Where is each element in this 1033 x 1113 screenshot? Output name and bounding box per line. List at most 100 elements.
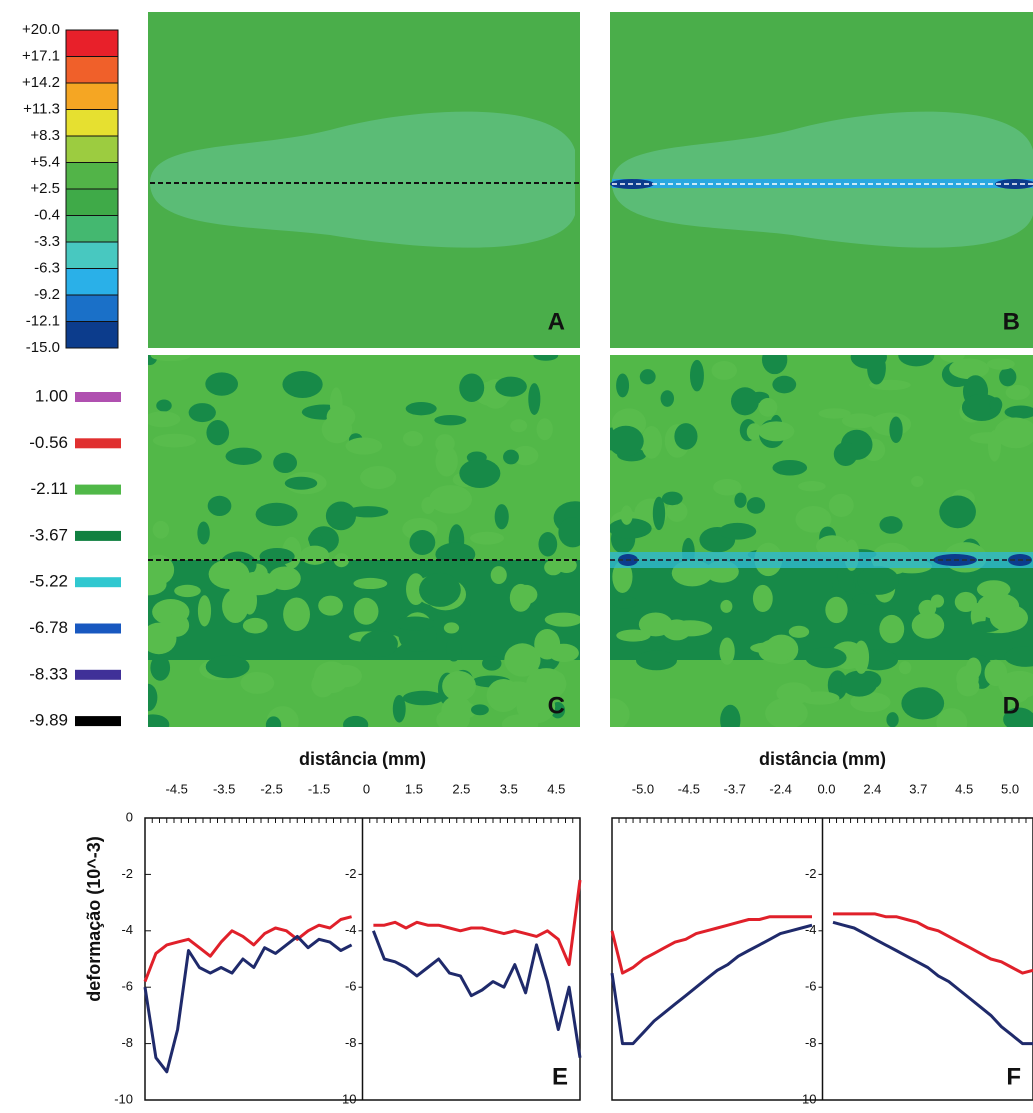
map-blotch (329, 387, 343, 420)
x-tick-label: -5.0 (632, 781, 654, 796)
y-tick-label: -6 (121, 979, 133, 994)
map-blotch (482, 655, 502, 671)
map-blotch (719, 637, 735, 665)
map-blotch (353, 597, 379, 625)
map-blotch (229, 584, 256, 595)
map-blotch (611, 596, 638, 609)
map-blotch (641, 426, 663, 459)
y-tick-label: -10 (338, 1091, 357, 1106)
map-blotch (174, 584, 201, 598)
map-blotch (911, 476, 924, 488)
map-blotch (711, 360, 737, 380)
colorbar-swatch (65, 188, 119, 216)
map-blotch (402, 690, 444, 706)
map-blotch (259, 548, 295, 565)
map-blotch (999, 367, 1017, 387)
map-blotch (394, 616, 436, 631)
map-blotch (639, 369, 656, 385)
map-blotch (300, 545, 330, 565)
map-blotch (788, 625, 810, 638)
map-c (148, 355, 580, 727)
panel-label: B (1003, 308, 1020, 335)
map-blotch (197, 595, 212, 627)
map-blotch (435, 445, 458, 477)
map-blotch (150, 355, 191, 362)
colorbar-label: +8.3 (30, 127, 60, 144)
map-blotch (148, 714, 170, 727)
x-tick-label: -2.4 (769, 781, 791, 796)
y-tick-label: -8 (805, 1035, 817, 1050)
colorbar-label: -9.2 (34, 286, 60, 303)
map-blotch (240, 671, 275, 694)
map-blotch (148, 683, 158, 712)
map-blotch (429, 485, 473, 514)
map-blotch (879, 614, 905, 644)
colorbar-swatch (65, 82, 119, 110)
map-blotch (720, 599, 733, 613)
map-blotch (205, 372, 239, 396)
colorbar-swatch (65, 294, 119, 322)
colorbar-swatch (65, 109, 119, 137)
x-tick-label: -3.5 (213, 781, 235, 796)
x-tick-label: -1.5 (308, 781, 330, 796)
y-tick-label: -10 (114, 1091, 133, 1106)
map-blotch (490, 566, 507, 585)
map-blotch (898, 661, 912, 675)
map-blotch (620, 505, 633, 525)
map-blotch (610, 518, 652, 539)
map-blotch (347, 506, 389, 518)
map-blotch (445, 636, 462, 662)
map-blotch (163, 613, 190, 637)
map-blotch (205, 655, 250, 679)
colorbar-swatch (65, 241, 119, 269)
colorbar-label: -15.0 (26, 339, 60, 356)
colorbar-label: +14.2 (22, 74, 60, 91)
map-blotch (730, 387, 759, 416)
map-blotch (360, 465, 397, 490)
map-blotch (989, 604, 1029, 632)
map-blotch (405, 402, 437, 416)
map-blotch (392, 694, 406, 723)
map-blotch (1001, 678, 1031, 704)
map-blotch (459, 458, 501, 488)
strain-lobe (150, 111, 575, 248)
map-blotch (818, 408, 851, 419)
map-blotch (816, 535, 849, 558)
colorbar-swatch (65, 162, 119, 190)
legend-label: -5.22 (29, 572, 68, 591)
map-blotch (833, 442, 858, 466)
map-blotch (746, 497, 766, 514)
map-b (610, 12, 1033, 348)
colorbar-label: -3.3 (34, 233, 60, 250)
map-blotch (548, 643, 579, 663)
map-blotch (544, 612, 580, 627)
y-tick-label: -2 (121, 866, 133, 881)
map-blotch (434, 414, 467, 426)
map-blotch (558, 517, 580, 548)
map-blotch (936, 708, 968, 727)
map-blotch (325, 501, 357, 531)
map-blotch (516, 689, 556, 724)
map-blotch (660, 390, 675, 407)
colorbar-label: +20.0 (22, 21, 60, 38)
legend-label: -0.56 (29, 433, 68, 452)
map-blotch (509, 583, 532, 612)
x-tick-label: 4.5 (547, 781, 565, 796)
map-blotch (911, 611, 945, 639)
map-blotch (795, 506, 832, 533)
map-blotch (528, 383, 541, 415)
map-blotch (503, 449, 519, 465)
map-blotch (805, 647, 847, 669)
x-tick-label: 2.5 (452, 781, 470, 796)
map-blotch (538, 532, 558, 557)
map-blotch (857, 566, 899, 595)
map-blotch (225, 447, 262, 465)
map-blotch (939, 495, 976, 529)
map-blotch (313, 661, 350, 694)
colorbar-label: +2.5 (30, 180, 60, 197)
y-tick-label: -8 (345, 1035, 357, 1050)
colorbar-swatch (65, 56, 119, 84)
map-blotch (343, 715, 369, 727)
map-blotch (533, 355, 559, 361)
map-blotch (954, 591, 977, 613)
